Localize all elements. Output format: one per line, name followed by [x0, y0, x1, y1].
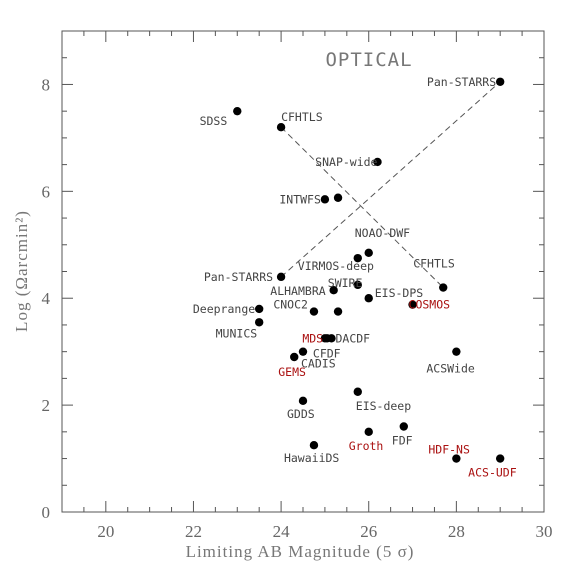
- data-point: [408, 300, 417, 309]
- point-label: MUNICS: [216, 326, 258, 340]
- point-label: CNOC2: [273, 298, 308, 312]
- point-label: HawaiiDS: [284, 451, 339, 465]
- point-labels: Pan-STARRS SDSS CFHTLS SNAP-wide INTWFS NOAO-…: [193, 75, 517, 480]
- point-label: NOAO-DWF: [355, 226, 410, 240]
- point-label: Pan-STARRS: [204, 270, 273, 284]
- data-point: [452, 454, 461, 463]
- data-point: [364, 294, 373, 303]
- point-label: VIRMOS-deep: [298, 259, 374, 273]
- x-tick-label: 28: [448, 522, 465, 541]
- data-point: [353, 387, 362, 396]
- data-point: [254, 304, 264, 314]
- data-point: [276, 123, 286, 132]
- data-point: [233, 106, 242, 116]
- point-label: FDF: [392, 433, 413, 447]
- data-point: [495, 77, 505, 86]
- data-point: [439, 283, 448, 292]
- point-label: SDSS: [200, 114, 228, 128]
- point-label: SWIRE: [328, 276, 363, 290]
- data-point: [276, 272, 286, 282]
- data-points: [233, 77, 505, 463]
- x-axis-title: Limiting AB Magnitude (5 σ): [186, 542, 415, 561]
- y-tick-label: 0: [42, 503, 51, 522]
- point-label: EIS-DPS: [375, 286, 424, 300]
- data-point: [373, 157, 382, 167]
- y-axis-title: Log (Ωarcmin²): [12, 210, 31, 332]
- data-point: [309, 440, 319, 450]
- data-point: [495, 454, 505, 463]
- x-tick-label: 22: [185, 522, 202, 541]
- x-tick-label: 20: [97, 522, 114, 541]
- y-tick-label: 4: [42, 289, 51, 308]
- x-tick-label: 24: [273, 522, 291, 541]
- point-label: COSMOS: [409, 298, 451, 312]
- data-point: [452, 347, 461, 356]
- data-point: [329, 286, 338, 295]
- point-label: CFHTLS: [281, 110, 323, 124]
- x-tick-label: 30: [536, 522, 553, 541]
- axis-ticks: [61, 30, 545, 513]
- trend-line: [280, 126, 444, 288]
- data-point: [309, 307, 319, 316]
- data-point: [399, 422, 408, 431]
- data-point: [333, 307, 343, 316]
- point-label: CFDF: [313, 346, 341, 360]
- data-point: [364, 427, 373, 437]
- trend-line: [280, 81, 501, 278]
- point-label: ALHAMBRA: [270, 284, 325, 298]
- data-point: [364, 248, 373, 257]
- y-tick-label: 8: [42, 75, 51, 94]
- y-tick-label: 2: [42, 396, 51, 415]
- point-label: CFHTLS: [413, 257, 455, 271]
- point-label: Groth: [349, 439, 384, 453]
- point-label: CADIS: [301, 357, 336, 371]
- x-tick-label: 26: [360, 522, 377, 541]
- point-label: GDDS: [287, 407, 315, 421]
- point-label: ACSWide: [426, 362, 475, 376]
- point-label: Deeprange: [193, 302, 255, 316]
- point-label: GEMS: [278, 365, 306, 379]
- data-point: [327, 334, 336, 343]
- data-point: [290, 352, 299, 362]
- trend-lines: [280, 81, 501, 288]
- point-label: EIS-deep: [356, 399, 411, 413]
- point-label: Pan-STARRS: [427, 75, 496, 89]
- point-label: DACDF: [335, 331, 370, 345]
- data-point: [353, 280, 362, 290]
- point-label: ACS-UDF: [468, 466, 517, 480]
- y-tick-label: 6: [42, 182, 51, 201]
- chart-title: OPTICAL: [325, 49, 412, 71]
- point-label: SNAP-wide: [315, 155, 377, 169]
- data-point: [254, 318, 264, 327]
- data-point: [298, 396, 308, 406]
- point-label: MDS: [302, 331, 323, 345]
- data-point: [298, 347, 308, 356]
- data-point: [320, 195, 330, 204]
- point-label: HDF-NS: [428, 443, 470, 457]
- point-label: INTWFS: [279, 192, 321, 206]
- data-point: [353, 253, 362, 263]
- data-point: [333, 193, 343, 202]
